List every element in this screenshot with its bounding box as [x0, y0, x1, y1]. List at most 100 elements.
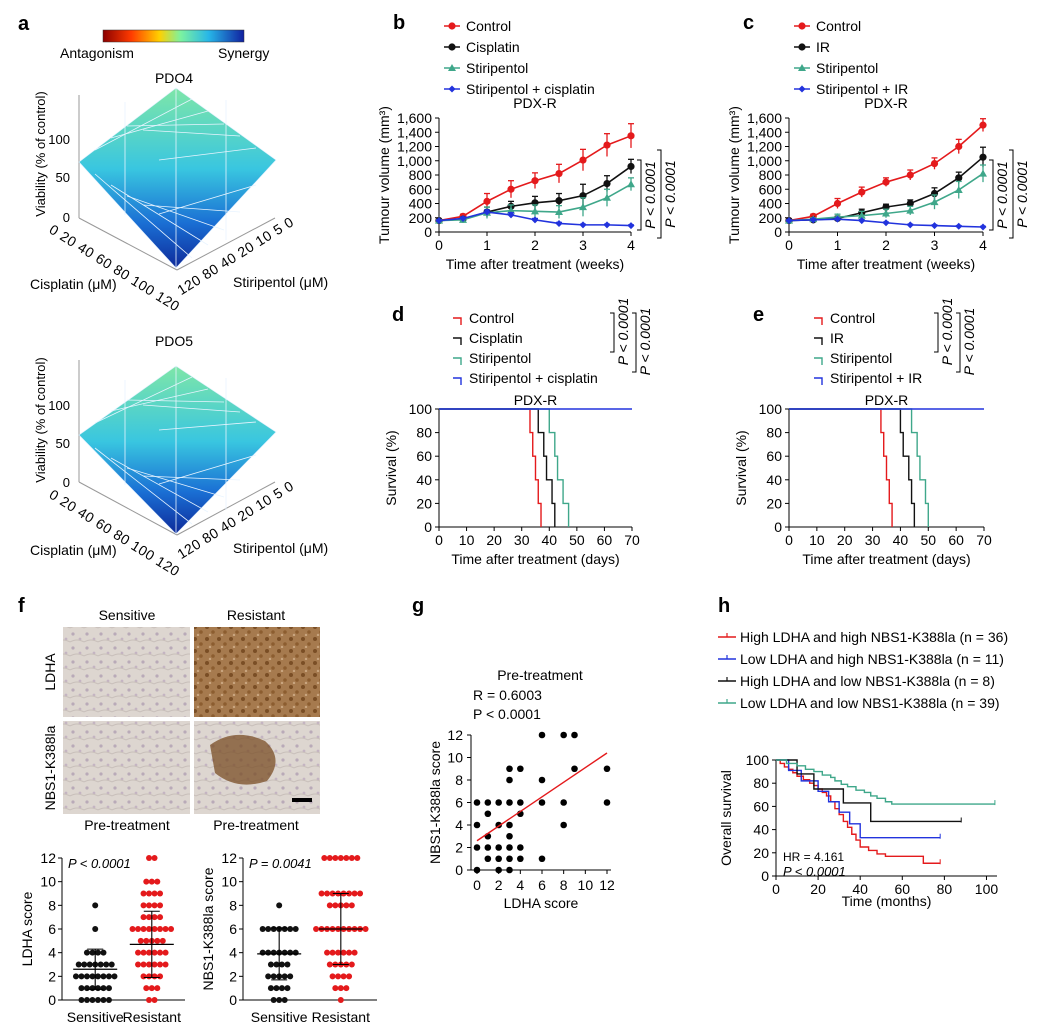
data-point [798, 43, 806, 51]
x-tick-label: 10 [809, 532, 825, 548]
data-point [151, 973, 158, 980]
y-tick-label: 20 [766, 495, 782, 511]
data-point [278, 961, 285, 968]
x-tick: 60 [93, 250, 116, 272]
y-tick-label: 1,400 [397, 124, 432, 140]
data-point [517, 799, 524, 806]
data-point [157, 902, 164, 909]
data-point [157, 949, 164, 956]
data-point [955, 222, 963, 230]
data-point [495, 855, 502, 863]
data-point [857, 211, 866, 219]
x-tick: 60 [93, 515, 116, 537]
data-point [473, 821, 481, 829]
legend-label: Stiripentol [466, 60, 528, 76]
data-point [930, 198, 939, 206]
data-point [335, 949, 342, 956]
x-tick: 100 [128, 272, 158, 299]
data-point [270, 949, 277, 956]
data-point [273, 985, 280, 992]
data-point [287, 926, 294, 932]
data-point [281, 949, 288, 956]
data-point [555, 169, 563, 178]
data-point [833, 199, 842, 208]
legend-label: Control [830, 310, 875, 326]
data-point [603, 193, 611, 201]
surface-mesh [94, 366, 257, 534]
panel-letter: g [412, 595, 424, 617]
data-point [326, 961, 333, 968]
y-tick: 120 [174, 535, 204, 562]
z-tick-label: 50 [56, 436, 70, 451]
significance-bracket [610, 312, 615, 353]
legend-label: Stiripentol + IR [830, 370, 922, 386]
data-point [506, 765, 513, 773]
data-point [146, 890, 153, 897]
y-tick-label: 2 [455, 840, 463, 856]
data-point [340, 949, 347, 956]
y-axis-label: Survival (%) [383, 430, 399, 505]
data-point [343, 985, 350, 992]
legend-swatch [814, 317, 823, 325]
x-tick-label: 10 [459, 532, 475, 548]
data-point [348, 961, 355, 968]
y-tick-label: 12 [447, 727, 463, 743]
y-tick-label: 0 [761, 868, 769, 884]
data-point [506, 799, 513, 806]
data-point [100, 985, 107, 992]
z-tick-label: 50 [56, 170, 70, 185]
significance-bracket [1009, 149, 1014, 239]
data-point [538, 855, 546, 863]
data-point [151, 961, 158, 968]
data-point [332, 855, 339, 861]
y-tick-label: 800 [409, 167, 433, 183]
data-point [362, 926, 369, 932]
y-tick: 0 [281, 477, 297, 495]
x-tick-label: 0 [772, 881, 780, 897]
p-value-label: P = 0.0041 [249, 856, 312, 871]
data-point [326, 902, 333, 909]
data-point [89, 949, 96, 956]
data-point [517, 855, 524, 863]
y-tick-label: 12 [221, 850, 237, 866]
data-point [78, 997, 85, 1003]
data-point [348, 902, 355, 909]
data-point [448, 85, 456, 93]
y-tick-label: 1,600 [397, 110, 432, 126]
y-tick-label: 100 [409, 401, 433, 417]
survival-curve [776, 759, 995, 805]
data-point [329, 949, 336, 956]
data-point [507, 206, 515, 214]
chart-panel-e: e Control IR Stiripentol Stiripentol + IR PDX… [733, 298, 992, 567]
data-point [484, 810, 492, 818]
data-point [100, 949, 107, 956]
data-point [129, 926, 136, 932]
data-point [603, 221, 611, 229]
data-point [92, 926, 99, 932]
surface-plot-title: PDO4 [155, 70, 193, 86]
chart-panel-h: h High LDHA and high NBS1-K388la (n = 36)… [718, 595, 1008, 909]
chart-panel-d: d Control Cisplatin Stiripentol Stiripentol … [383, 298, 653, 567]
y-tick-label: 2 [229, 968, 237, 984]
legend-swatch [453, 377, 462, 385]
response-surface [78, 365, 277, 535]
data-point [484, 855, 492, 863]
data-point [162, 926, 169, 932]
data-point [459, 214, 467, 222]
data-point [105, 997, 112, 1003]
data-point [111, 973, 118, 980]
data-point [882, 219, 890, 227]
y-axis-label: Stiripentol (μM) [233, 540, 328, 556]
data-point [506, 821, 513, 829]
y-axis-label: NBS1-K388la score [200, 867, 216, 990]
data-point [343, 902, 350, 909]
ihc-image-sensitive-ldha [63, 627, 190, 717]
data-point [351, 949, 358, 956]
data-point [276, 902, 283, 909]
data-point [506, 844, 513, 851]
legend-label: Stiripentol [830, 350, 892, 366]
y-tick-label: 800 [759, 167, 783, 183]
y-axis-label: Survival (%) [733, 430, 749, 505]
data-point [906, 199, 914, 208]
y-tick-label: 20 [753, 845, 769, 861]
